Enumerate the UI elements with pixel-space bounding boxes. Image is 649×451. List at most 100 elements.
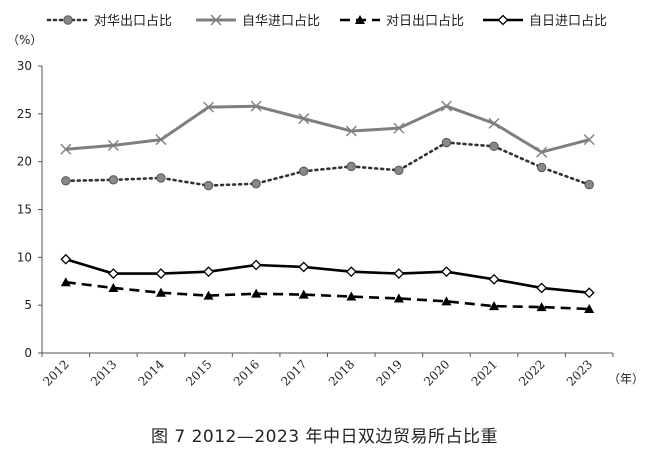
data-point: [60, 143, 72, 155]
x-axis-unit: （年）: [608, 372, 644, 386]
data-point: [441, 266, 452, 278]
x-tick-label: 2022: [516, 357, 547, 388]
y-tick-label: 25: [17, 107, 32, 121]
axes: 0 5 10 15 20 25 30 2012 2013 2014 2015 2016 2017 2018…: [17, 59, 614, 389]
data-point: [61, 176, 71, 186]
data-point: [345, 125, 357, 137]
data-point: [345, 266, 357, 278]
data-point: [346, 161, 356, 172]
data-point: [536, 146, 548, 158]
y-axis-unit: （%）: [7, 33, 42, 47]
legend-item-2: 自华进口占比: [196, 14, 320, 29]
legend-marker: [355, 15, 365, 24]
data-point: [584, 179, 594, 190]
series-line: [65, 104, 590, 154]
data-point: [251, 178, 261, 189]
legend-marker: [63, 15, 73, 25]
legend-marker: [210, 14, 222, 26]
data-point: [250, 259, 262, 271]
data-point: [203, 101, 215, 113]
data-point: [108, 175, 119, 185]
marker-stroke: [488, 117, 500, 129]
y-tick-label: 20: [17, 155, 32, 169]
data-point: [203, 290, 214, 300]
x-tick-label: 2018: [326, 357, 357, 388]
data-point: [441, 296, 452, 306]
data-point: [155, 268, 167, 280]
data-point: [298, 261, 310, 273]
data-point: [489, 141, 499, 152]
legend-marker: [497, 14, 509, 26]
marker-stroke: [583, 134, 595, 146]
data-point: [488, 117, 500, 129]
data-point: [156, 173, 166, 183]
marker-stroke: [536, 146, 548, 158]
data-point: [536, 302, 547, 312]
data-point: [251, 288, 262, 298]
data-point: [107, 139, 119, 151]
data-point: [393, 122, 405, 134]
y-tick-label: 10: [17, 250, 32, 264]
marker-stroke: [210, 14, 222, 26]
y-tick-label: 30: [17, 59, 32, 73]
legend-item-3: 对日出口占比: [340, 14, 464, 29]
data-point: [299, 166, 309, 176]
data-point: [394, 165, 404, 175]
series-4: [60, 253, 595, 299]
legend-label: 对日出口占比: [386, 14, 464, 29]
legend: 对华出口占比 自华进口占比 对日出口占比 自日进口占比: [46, 14, 607, 29]
series-2: [60, 100, 595, 158]
data-point: [155, 287, 166, 297]
data-point: [440, 100, 452, 112]
line-chart: 对华出口占比 自华进口占比 对日出口占比 自日进口占比 （%） 0 5 10 15 20 25 3…: [7, 14, 644, 389]
data-point: [298, 289, 309, 299]
data-point: [298, 113, 310, 125]
legend-label: 自华进口占比: [242, 14, 320, 29]
data-point: [393, 268, 405, 280]
x-tick-label: 2015: [183, 357, 214, 388]
series-layer: [60, 100, 595, 313]
data-point: [155, 134, 167, 146]
data-point: [583, 287, 595, 299]
x-tick-label: 2023: [564, 357, 595, 388]
legend-item-1: 对华出口占比: [46, 14, 172, 29]
marker-stroke: [345, 125, 357, 137]
legend-label: 对华出口占比: [94, 14, 172, 29]
x-tick-label: 2019: [373, 357, 404, 388]
data-point: [536, 162, 547, 173]
data-point: [488, 273, 500, 285]
data-point: [60, 253, 72, 265]
x-tick-label: 2020: [421, 357, 452, 388]
figure-caption: 图 7 2012—2023 年中日双边贸易所占比重: [150, 427, 499, 447]
data-point: [203, 180, 214, 191]
y-tick-label: 0: [24, 346, 32, 360]
data-point: [108, 282, 119, 292]
y-tick-label: 5: [24, 298, 32, 312]
series-1: [61, 137, 594, 191]
series-line: [64, 141, 591, 187]
data-point: [583, 134, 595, 146]
marker-stroke: [298, 113, 310, 125]
marker-stroke: [155, 134, 167, 146]
series-3: [60, 277, 595, 313]
marker-stroke: [250, 100, 262, 112]
marker-stroke: [203, 101, 215, 113]
x-tick-label: 2012: [40, 357, 71, 388]
data-point: [584, 303, 595, 313]
marker-stroke: [107, 139, 119, 151]
series-line: [65, 280, 590, 311]
data-point: [203, 266, 214, 278]
data-point: [441, 137, 452, 148]
series-line: [65, 258, 590, 295]
data-point: [536, 282, 548, 294]
legend-label: 自日进口占比: [529, 14, 607, 29]
x-tick-label: 2016: [231, 357, 262, 388]
x-tick-label: 2014: [136, 357, 168, 389]
legend-item-4: 自日进口占比: [483, 14, 607, 29]
data-point: [393, 293, 404, 303]
x-tick-label: 2017: [278, 357, 309, 388]
marker-stroke: [393, 122, 405, 134]
data-point: [250, 100, 262, 112]
y-tick-label: 15: [17, 203, 32, 217]
marker-stroke: [60, 143, 72, 155]
